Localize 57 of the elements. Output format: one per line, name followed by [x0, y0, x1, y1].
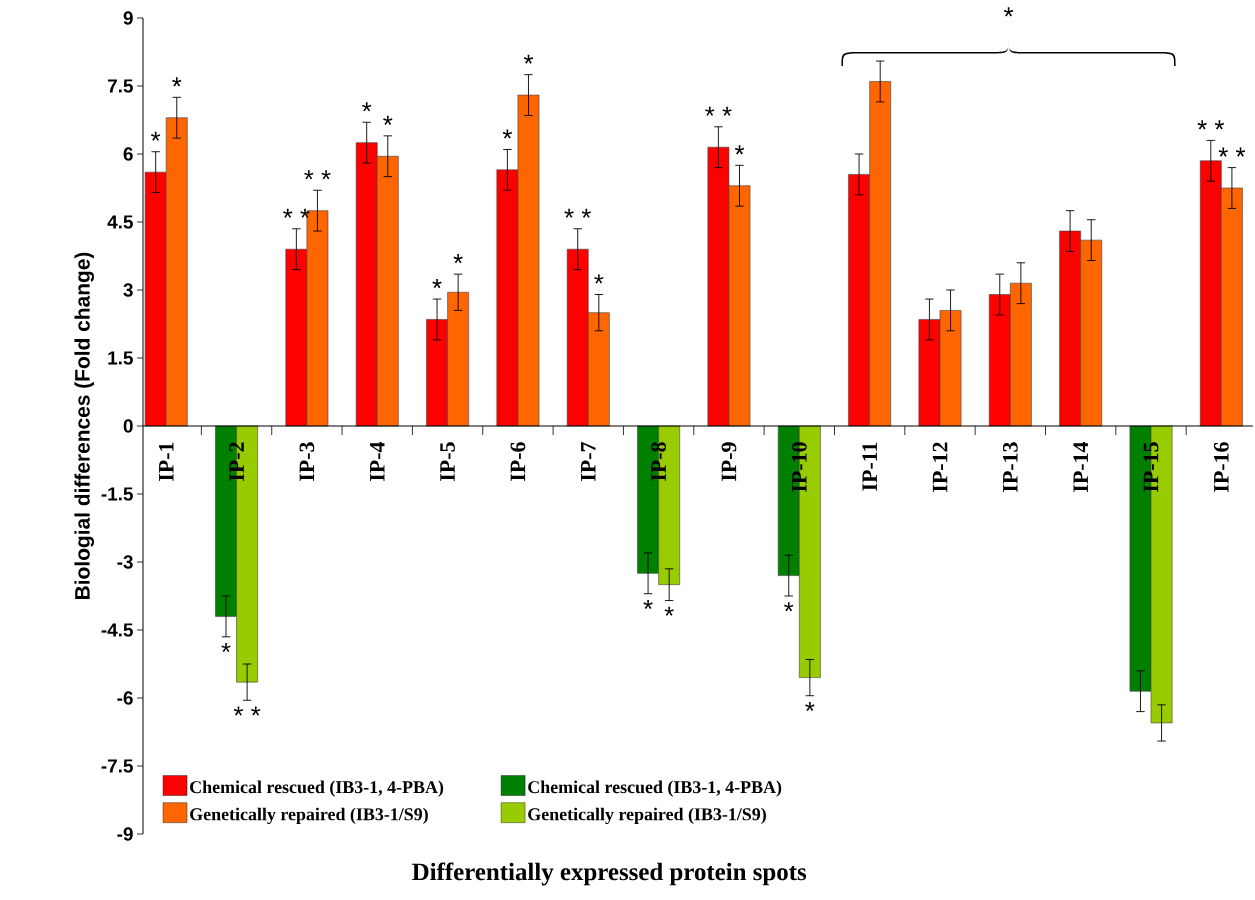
- legend-label: Genetically repaired (IB3-1/S9): [190, 807, 428, 825]
- y-tick-label: -1.5: [101, 487, 133, 501]
- annotation: * *: [705, 106, 732, 116]
- y-tick-label: -6: [117, 691, 133, 705]
- x-tick-label: IP-7: [581, 442, 596, 481]
- y-tick-label: 6: [123, 147, 133, 161]
- annotation: * *: [304, 170, 331, 180]
- annotation: *: [362, 102, 372, 112]
- text: *: [1003, 7, 1014, 17]
- y-tick-label: 1.5: [108, 351, 133, 365]
- annotation: *: [383, 115, 393, 125]
- x-tick-label: IP-10: [791, 442, 807, 492]
- annotation: *: [172, 77, 182, 87]
- y-tick-label: 9: [123, 11, 133, 25]
- x-tick-label: IP-3: [299, 442, 315, 481]
- legend-label: Chemical rescued (IB3-1, 4-PBA): [190, 780, 444, 797]
- annotation: *: [221, 642, 231, 653]
- annotation: * *: [1218, 147, 1246, 157]
- annotation: *: [432, 279, 442, 289]
- annotation: *: [664, 606, 674, 616]
- annotation: *: [453, 254, 463, 264]
- annotation: *: [784, 602, 794, 612]
- annotation: *: [594, 274, 604, 284]
- x-tick-label: IP-15: [1143, 442, 1159, 492]
- annotation: * *: [233, 706, 261, 716]
- annotation: *: [643, 599, 653, 610]
- x-tick-label: IP-16: [1213, 442, 1229, 492]
- legend-label: Chemical rescued (IB3-1, 4-PBA): [528, 780, 782, 797]
- annotation: *: [805, 701, 815, 712]
- y-tick-label: -9: [117, 827, 133, 841]
- y-tick-label: 0: [123, 419, 133, 433]
- x-tick-label: IP-8: [651, 442, 667, 481]
- y-tick-label: -4.5: [101, 623, 133, 637]
- legend-label: Genetically repaired (IB3-1/S9): [528, 807, 766, 825]
- y-tick-label: 4.5: [107, 215, 133, 229]
- x-tick-label: IP-13: [1002, 442, 1018, 492]
- annotation: *: [502, 129, 513, 139]
- x-tick-label: IP-5: [440, 442, 455, 481]
- annotation: * *: [1197, 120, 1225, 130]
- x-tick-label: IP-11: [862, 442, 877, 491]
- x-tick-label: IP-9: [721, 442, 737, 481]
- x-tick-label: IP-14: [1073, 441, 1088, 492]
- y-tick-label: -7.5: [101, 759, 133, 773]
- x-tick-label: IP-2: [229, 442, 244, 481]
- annotation: *: [151, 131, 161, 141]
- x-axis-title: Differentially expressed protein spots: [412, 862, 807, 886]
- x-tick-label: IP-12: [932, 442, 948, 492]
- x-tick-label: IP-6: [510, 442, 526, 481]
- x-tick-label: IP-1: [158, 442, 174, 481]
- x-tick-label: IP-4: [370, 441, 385, 481]
- annotation: *: [523, 54, 534, 64]
- annotation: *: [734, 145, 745, 155]
- annotation: * *: [564, 208, 591, 218]
- y-tick-label: 3: [123, 283, 133, 297]
- y-tick-label: 7.5: [107, 79, 133, 93]
- y-tick-label: -3: [117, 555, 133, 569]
- y-axis-title: Biologial differences (Fold change): [74, 252, 95, 599]
